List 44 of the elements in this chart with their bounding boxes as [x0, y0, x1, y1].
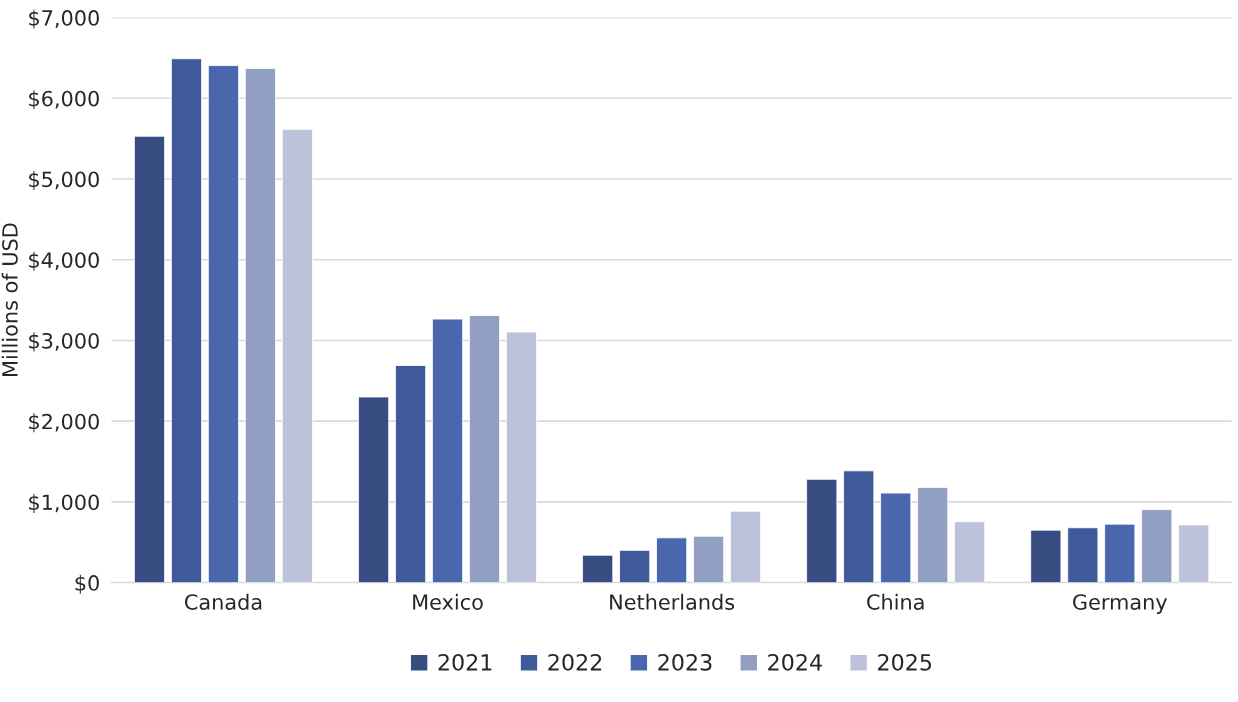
y-tick-label: $1,000	[29, 494, 99, 513]
y-tick-label: $5,000	[29, 171, 99, 190]
y-tick-label: $4,000	[29, 251, 99, 271]
bar	[843, 470, 875, 583]
bar	[431, 318, 464, 583]
y-tick-label: $3,000	[29, 332, 99, 352]
bar	[954, 521, 986, 583]
x-tick-label: Mexico	[413, 593, 483, 610]
bar	[468, 315, 501, 583]
legend-label: 2022	[548, 653, 602, 671]
bar	[207, 65, 239, 583]
bar	[170, 58, 203, 583]
x-tick-label: Netherlands	[610, 593, 735, 610]
y-tick-label: $7,000	[29, 9, 99, 29]
bar	[1030, 529, 1062, 583]
bar	[358, 396, 390, 583]
legend-label: 2024	[768, 653, 822, 671]
bar	[1104, 523, 1136, 583]
bar	[582, 554, 614, 583]
y-tick-label: $6,000	[29, 90, 99, 110]
bar	[917, 486, 949, 583]
bar	[656, 537, 688, 583]
bar	[244, 67, 276, 583]
bar	[806, 478, 838, 583]
legend-label: 2023	[658, 653, 712, 671]
bar	[730, 510, 762, 583]
bar	[281, 128, 313, 583]
bar	[1141, 509, 1173, 583]
legend-label: 2021	[438, 653, 492, 671]
x-tick-label: Canada	[184, 593, 262, 610]
y-tick-label: $0	[75, 574, 99, 594]
y-axis-title: Millions of USD	[1, 223, 18, 376]
bar	[395, 365, 427, 583]
y-tick-label: $2,000	[29, 413, 99, 433]
bar	[619, 549, 651, 583]
bar	[1067, 527, 1099, 583]
x-tick-label: Germany	[1073, 594, 1168, 614]
bar	[693, 535, 725, 583]
bar	[880, 492, 912, 583]
legend-label: 2025	[878, 653, 932, 671]
bar	[133, 135, 166, 583]
x-tick-label: China	[867, 593, 924, 610]
bar	[1178, 524, 1210, 583]
bar	[505, 331, 538, 583]
